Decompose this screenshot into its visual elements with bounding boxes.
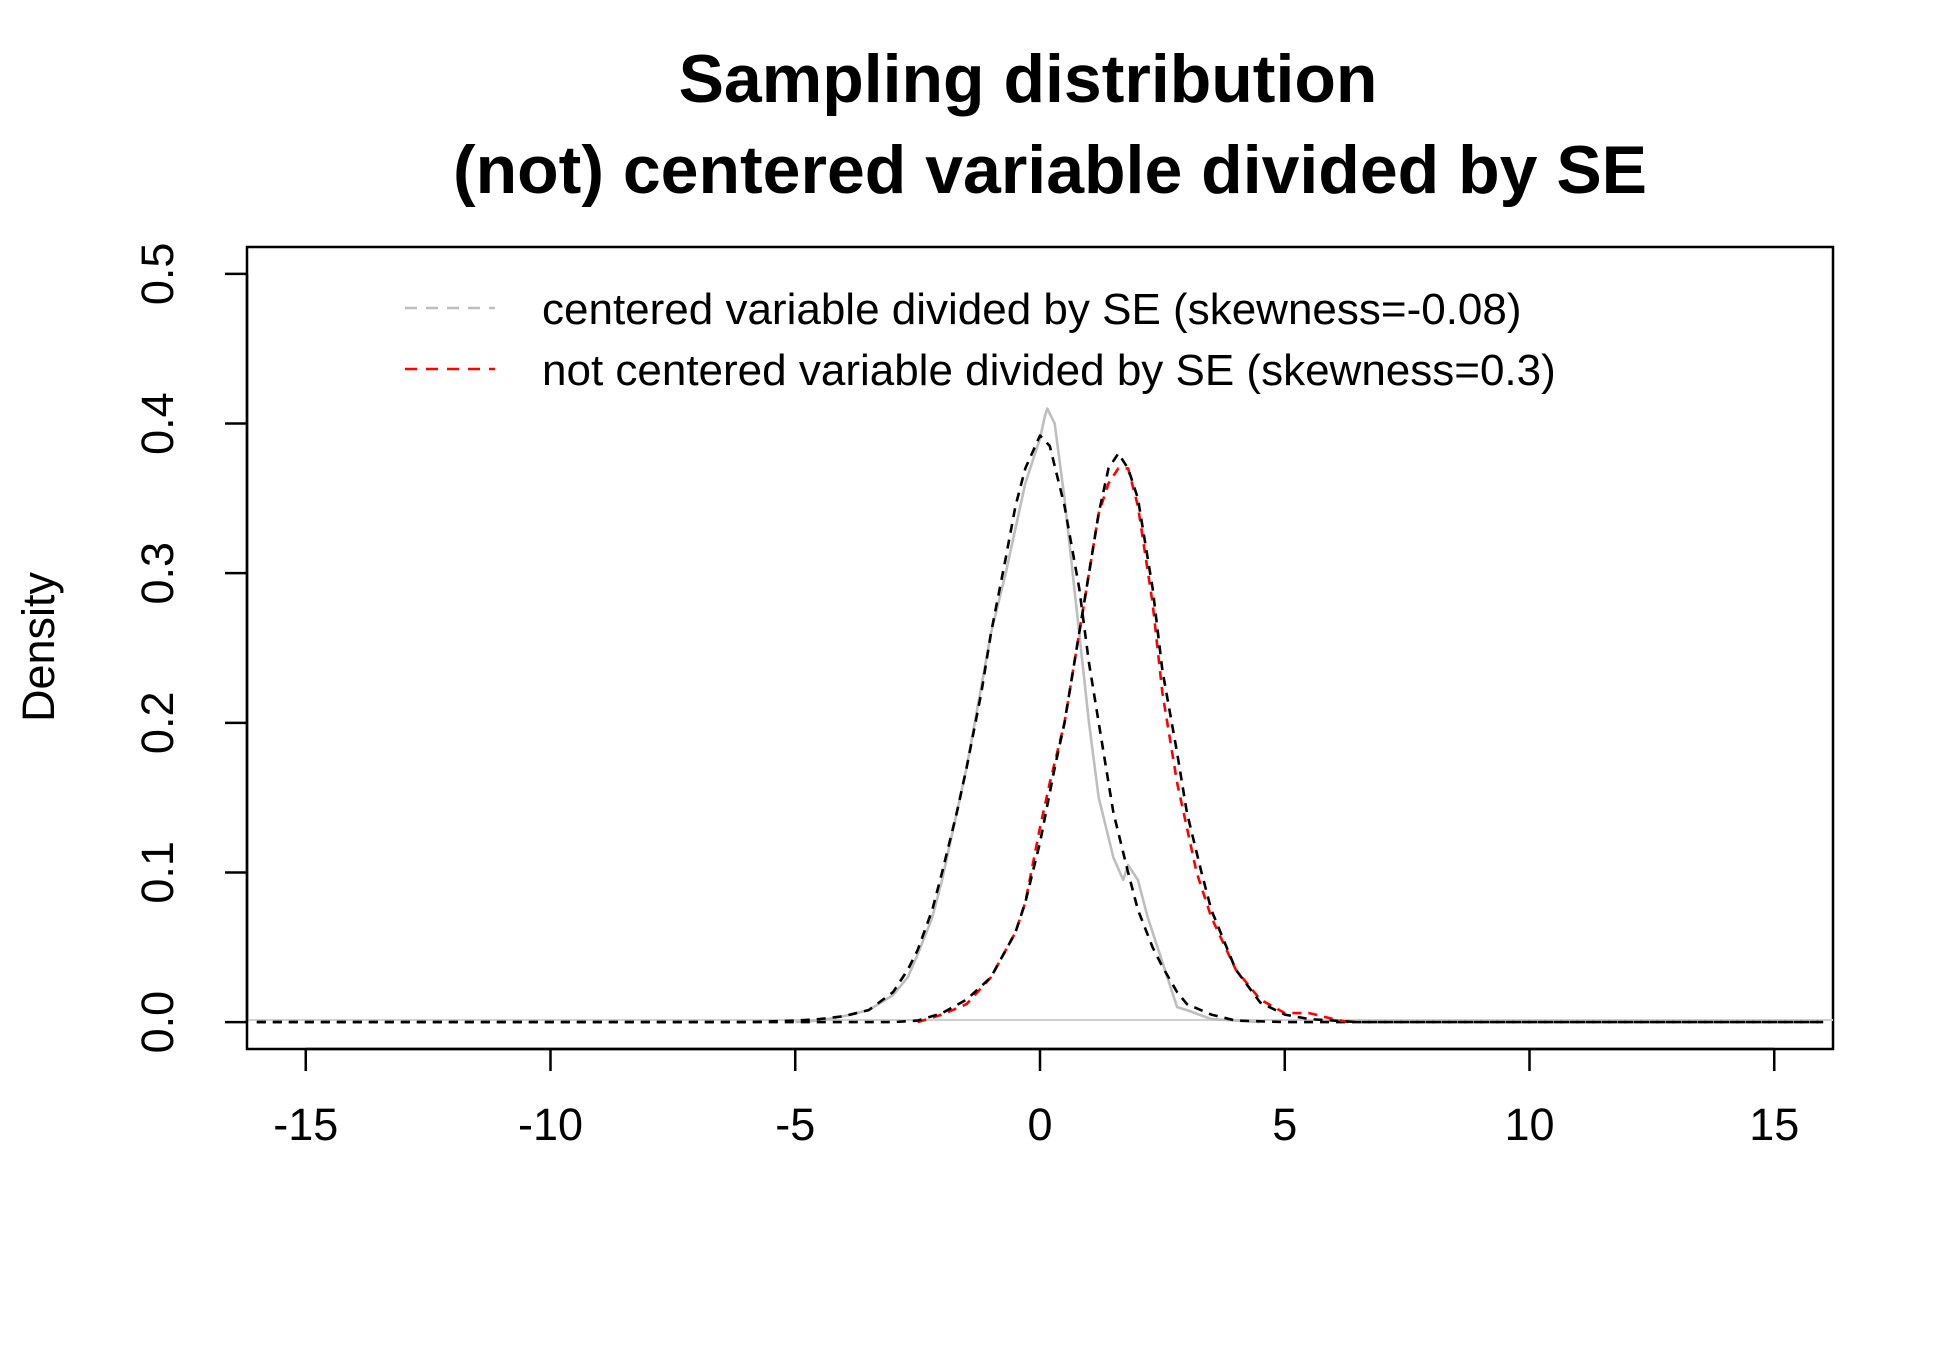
x-tick-label: 15 (1749, 1099, 1799, 1150)
chart-title: Sampling distribution (679, 41, 1378, 117)
y-tick-label: 0.1 (132, 841, 183, 904)
chart-subtitle: (not) centered variable divided by SE (453, 132, 1647, 208)
x-axis: -15 -10 -5 0 5 10 15 (273, 1047, 1799, 1150)
y-axis-label: Density (13, 571, 64, 722)
y-tick-label: 0.5 (132, 243, 183, 306)
series-line-not-centered-normal (256, 452, 1824, 1024)
x-tick-label: 0 (1027, 1099, 1052, 1150)
series-line-not-centered-density (917, 467, 1349, 1024)
legend-label-centered: centered variable divided by SE (skewnes… (542, 285, 1522, 334)
y-tick-label: 0.2 (132, 692, 183, 755)
y-tick-label: 0.3 (132, 542, 183, 605)
legend-label-not-centered: not centered variable divided by SE (ske… (542, 346, 1556, 395)
series-line-centered-density (795, 407, 1261, 1024)
y-axis: 0.0 0.1 0.2 0.3 0.4 0.5 (132, 243, 249, 1054)
x-tick-label: -15 (273, 1099, 338, 1150)
series-line-centered-normal (256, 434, 1824, 1024)
y-tick-label: 0.4 (132, 392, 183, 455)
x-tick-label: 10 (1504, 1099, 1554, 1150)
legend: centered variable divided by SE (skewnes… (405, 285, 1556, 395)
x-tick-label: -10 (518, 1099, 583, 1150)
x-tick-label: -5 (775, 1099, 815, 1150)
y-tick-label: 0.0 (132, 991, 183, 1054)
x-tick-label: 5 (1272, 1099, 1297, 1150)
